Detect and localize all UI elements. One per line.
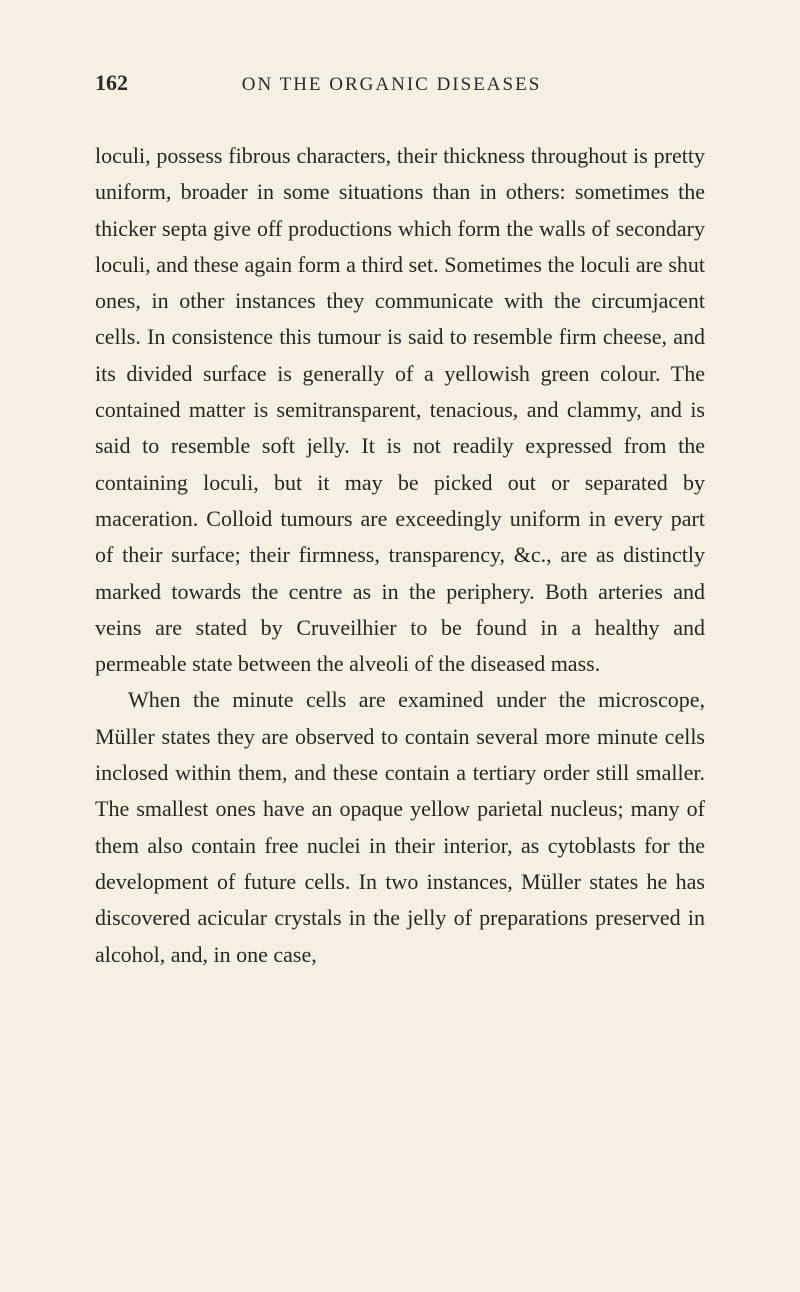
page-header: 162 ON THE ORGANIC DISEASES [95, 70, 705, 96]
paragraph-1: loculi, possess fibrous characters, thei… [95, 138, 705, 682]
body-text: loculi, possess fibrous characters, thei… [95, 138, 705, 973]
paragraph-2: When the minute cells are examined under… [95, 682, 705, 972]
running-title: ON THE ORGANIC DISEASES [78, 74, 705, 96]
